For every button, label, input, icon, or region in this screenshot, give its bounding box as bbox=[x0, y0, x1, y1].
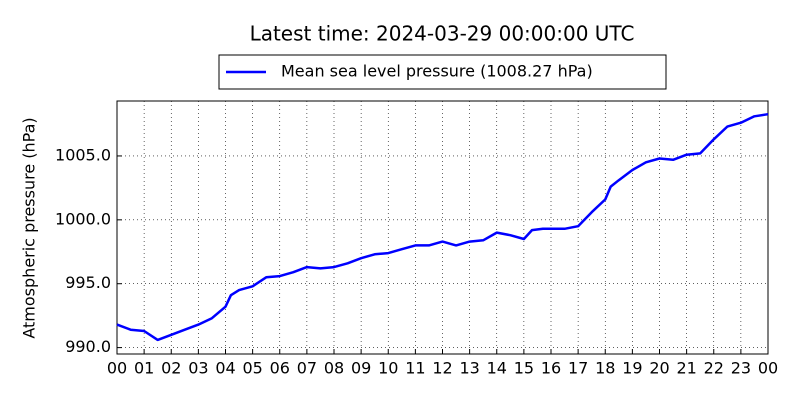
x-tick-label: 03 bbox=[188, 359, 208, 378]
x-tick-label: 01 bbox=[134, 359, 154, 378]
y-axis-label: Atmospheric pressure (hPa) bbox=[20, 117, 39, 338]
x-tick-label: 10 bbox=[378, 359, 398, 378]
x-tick-label: 17 bbox=[568, 359, 588, 378]
y-tick-label: 1005.0 bbox=[55, 145, 111, 164]
x-tick-label: 13 bbox=[459, 359, 479, 378]
x-tick-label: 23 bbox=[731, 359, 751, 378]
x-tick-label: 18 bbox=[595, 359, 615, 378]
x-tick-label: 14 bbox=[487, 359, 507, 378]
x-tick-label: 16 bbox=[541, 359, 561, 378]
y-tick-label: 995.0 bbox=[65, 273, 111, 292]
x-tick-label: 11 bbox=[405, 359, 425, 378]
x-tick-label: 21 bbox=[676, 359, 696, 378]
x-tick-label: 02 bbox=[161, 359, 181, 378]
x-tick-label: 22 bbox=[704, 359, 724, 378]
x-tick-label: 08 bbox=[324, 359, 344, 378]
x-tick-label: 15 bbox=[514, 359, 534, 378]
y-tick-label: 1000.0 bbox=[55, 209, 111, 228]
x-tick-label: 05 bbox=[242, 359, 262, 378]
legend-box bbox=[218, 54, 667, 90]
legend-label: Mean sea level pressure (1008.27 hPa) bbox=[281, 62, 593, 81]
x-tick-label: 04 bbox=[215, 359, 235, 378]
x-tick-label: 06 bbox=[270, 359, 290, 378]
x-tick-label: 20 bbox=[649, 359, 669, 378]
x-tick-label: 09 bbox=[351, 359, 371, 378]
x-tick-label: 12 bbox=[432, 359, 452, 378]
x-tick-label: 00 bbox=[107, 359, 127, 378]
chart-title: Latest time: 2024-03-29 00:00:00 UTC bbox=[250, 22, 635, 46]
series-line bbox=[116, 112, 769, 342]
x-tick-label: 00 bbox=[758, 359, 778, 378]
x-tick-label: 19 bbox=[622, 359, 642, 378]
x-tick-label: 07 bbox=[297, 359, 317, 378]
y-tick-label: 990.0 bbox=[65, 337, 111, 356]
